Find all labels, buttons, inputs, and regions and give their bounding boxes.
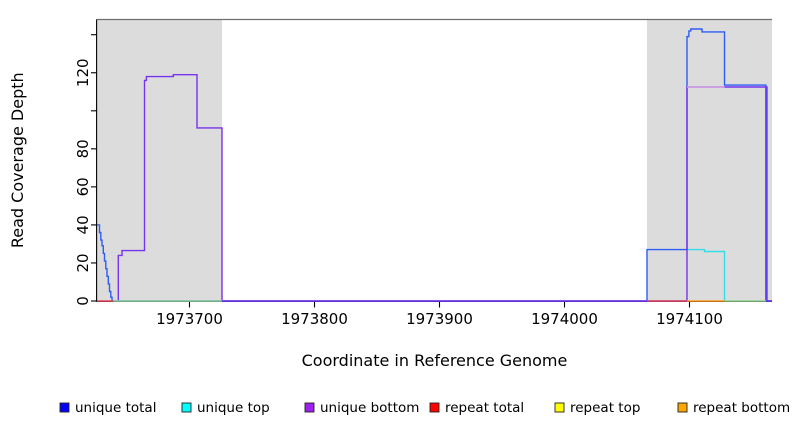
x-tick-label-1974100: 1974100 [656, 310, 723, 328]
x-tick-label-1973700: 1973700 [156, 310, 223, 328]
legend-swatch-repeat-total [429, 402, 440, 413]
series-unique-top [687, 248, 726, 301]
legend-label-unique-top: unique top [197, 400, 270, 416]
legend-swatch-repeat-bottom [677, 402, 688, 413]
series-unique-total [97, 28, 772, 302]
y-tick-label-20: 20 [74, 253, 92, 272]
shaded-region-1 [97, 19, 222, 301]
x-axis-title: Coordinate in Reference Genome [302, 351, 568, 370]
y-tick-label-0: 0 [74, 296, 92, 306]
shaded-region-2 [647, 19, 772, 301]
legend-swatch-repeat-top [554, 402, 565, 413]
legend-label-unique-bottom: unique bottom [320, 400, 419, 416]
y-tick-label-40: 40 [74, 215, 92, 234]
y-tick-label-80: 80 [74, 139, 92, 158]
x-tick-label-1974000: 1974000 [531, 310, 598, 328]
y-tick-label-60: 60 [74, 177, 92, 196]
legend-swatch-unique-total [59, 402, 70, 413]
y-tick-label-120: 120 [74, 58, 92, 87]
legend-label-unique-total: unique total [75, 400, 156, 416]
series-unique-bottom [117, 73, 772, 302]
legend-swatch-unique-bottom [304, 402, 315, 413]
legend-label-repeat-total: repeat total [445, 400, 524, 416]
legend-swatch-unique-top [181, 402, 192, 413]
legend-label-repeat-bottom: repeat bottom [693, 400, 790, 416]
x-tick-label-1973800: 1973800 [281, 310, 348, 328]
legend-label-repeat-top: repeat top [570, 400, 640, 416]
x-tick-label-1973900: 1973900 [406, 310, 473, 328]
y-axis-title: Read Coverage Depth [8, 72, 27, 248]
